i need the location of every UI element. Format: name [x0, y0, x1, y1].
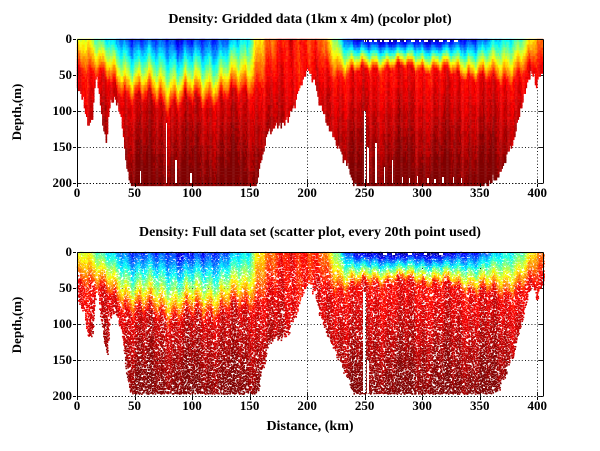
panel2-x-tick-label: 0	[73, 398, 81, 413]
panel1-x-tick-label: 150	[239, 185, 260, 200]
panel2-y-tick-label: 100	[52, 316, 73, 331]
panel1-x-tick-label: 250	[354, 185, 375, 200]
panel2-x-tick-label: 50	[128, 398, 142, 413]
x-axis-label: Distance, (km)	[266, 419, 354, 434]
panel2-title: Density: Full data set (scatter plot, ev…	[139, 225, 481, 240]
panel1-x-tick-label: 100	[182, 185, 202, 200]
panel2-y-tick-label: 200	[52, 388, 73, 403]
panel2-x-tick-label: 200	[297, 398, 317, 413]
panel1-x-tick-label: 300	[412, 185, 432, 200]
panel1-y-tick-label: 100	[52, 103, 73, 118]
panel2-y-tick-label: 150	[52, 352, 73, 367]
panel1-x-tick-label: 50	[128, 185, 142, 200]
panel1-pcolor-plot-canvas	[72, 34, 548, 188]
panel2-x-tick-label: 300	[412, 398, 432, 413]
panel2-x-tick-label: 350	[469, 398, 490, 413]
panel1-x-tick-label: 400	[527, 185, 547, 200]
panel1-y-axis-label: Depth,(m)	[9, 83, 24, 141]
panel1-x-tick-label: 350	[469, 185, 490, 200]
panel2-scatter-plot-canvas	[72, 247, 548, 401]
panel2-y-tick-label: 0	[65, 244, 73, 259]
panel1-x-tick-label: 200	[297, 185, 317, 200]
panel2-y-tick-label: 50	[59, 280, 72, 295]
panel1-x-tick-label: 0	[73, 185, 81, 200]
panel2-x-tick-label: 400	[527, 398, 547, 413]
panel1-y-tick-label: 0	[65, 31, 73, 46]
panel1-y-tick-label: 200	[52, 175, 73, 190]
panel1-title: Density: Gridded data (1km x 4m) (pcolor…	[168, 12, 452, 27]
panel1-y-tick-label: 150	[52, 139, 73, 154]
panel2-x-tick-label: 150	[239, 398, 260, 413]
panel2-x-tick-label: 100	[182, 398, 202, 413]
panel1-y-tick-label: 50	[59, 67, 72, 82]
panel2-y-axis-label: Depth,(m)	[9, 296, 24, 354]
panel2-x-tick-label: 250	[354, 398, 375, 413]
